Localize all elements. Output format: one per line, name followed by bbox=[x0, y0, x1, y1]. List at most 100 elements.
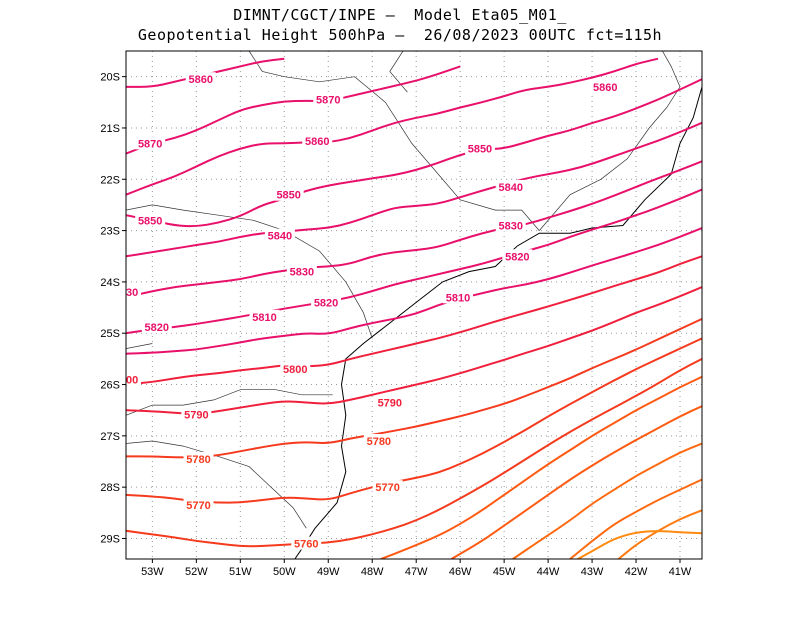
contour-5740 bbox=[450, 405, 702, 559]
y-tick-label: 22S bbox=[100, 174, 120, 186]
contour-label: 5810 bbox=[252, 312, 276, 324]
coastline bbox=[126, 51, 702, 559]
contour-5720 bbox=[569, 478, 702, 559]
contour-5820 bbox=[126, 188, 702, 335]
contour-5730 bbox=[512, 442, 702, 559]
contour-5790 bbox=[126, 286, 702, 415]
contour-label: 5820 bbox=[505, 251, 529, 263]
contour-label-bg bbox=[311, 295, 342, 309]
contour-label-bg bbox=[495, 179, 526, 193]
x-tick-label: 49W bbox=[317, 566, 340, 578]
contour-5830 bbox=[126, 160, 702, 299]
x-tick-label: 45W bbox=[493, 566, 516, 578]
title-line-1: DIMNT/CGCT/INPE — Model Eta05_M01_ bbox=[233, 6, 567, 24]
x-tick-label: 52W bbox=[185, 566, 208, 578]
contour-5810 bbox=[126, 227, 702, 355]
contour-label-bg bbox=[273, 187, 304, 201]
x-tick-label: 42W bbox=[625, 566, 648, 578]
contour-label: 5860 bbox=[305, 136, 329, 148]
contour-label: 5830 bbox=[114, 287, 138, 299]
contour-label: 5810 bbox=[446, 292, 470, 304]
contour-label-bg bbox=[183, 451, 214, 465]
y-tick-label: 25S bbox=[100, 328, 120, 340]
contour-label: 5830 bbox=[290, 267, 314, 279]
contour-label: 5830 bbox=[498, 220, 522, 232]
contour-labels: 5860 5870 5860 5860 5870 5850 5850 5840 5850 5830… bbox=[114, 72, 621, 551]
contour-5850 bbox=[126, 78, 702, 228]
contour-label: 5840 bbox=[268, 231, 292, 243]
contour-label-bg bbox=[495, 218, 526, 232]
state-border-path bbox=[248, 51, 540, 231]
y-tick-label: 28S bbox=[100, 482, 120, 494]
contour-5800 bbox=[126, 255, 702, 386]
y-tick-label: 21S bbox=[100, 123, 120, 135]
x-tick-label: 43W bbox=[581, 566, 604, 578]
contour-label: 5870 bbox=[316, 95, 340, 107]
axis-ticks: 53W 52W 51W 50W 49W 48W 47W 46W 45W 44W 43W 42W 41W 2… bbox=[100, 72, 692, 578]
contour-5870 bbox=[126, 65, 461, 155]
contour-5750 bbox=[380, 375, 702, 559]
contour-5780 bbox=[126, 317, 702, 459]
contour-label-bg bbox=[313, 92, 344, 106]
contour-label: 5770 bbox=[186, 500, 210, 512]
contour-5770 bbox=[126, 337, 702, 504]
x-tick-label: 50W bbox=[273, 566, 296, 578]
contour-5840 bbox=[126, 121, 702, 258]
contour-label-bg bbox=[372, 480, 403, 494]
y-tick-label: 20S bbox=[100, 72, 120, 84]
contour-label-bg bbox=[135, 136, 166, 150]
contour-label-bg bbox=[185, 72, 216, 86]
title-line-2: Geopotential Height 500hPa — 26/08/2023 … bbox=[137, 26, 663, 44]
contour-label-bg bbox=[141, 320, 172, 334]
contour-label: 5850 bbox=[276, 190, 300, 202]
contour-label: 5840 bbox=[498, 182, 522, 194]
contour-label-bg bbox=[291, 536, 322, 550]
contour-5710 bbox=[617, 509, 702, 559]
x-tick-label: 46W bbox=[449, 566, 472, 578]
y-tick-label: 29S bbox=[100, 533, 120, 545]
contour-label: 5800 bbox=[283, 364, 307, 376]
contour-label-bg bbox=[126, 285, 141, 299]
contour-label-bg bbox=[464, 141, 495, 155]
contour-label: 5800 bbox=[114, 374, 138, 386]
contour-label-bg bbox=[249, 309, 280, 323]
contour-label: 5870 bbox=[138, 138, 162, 150]
contour-label: 5780 bbox=[186, 454, 210, 466]
contour-5760 bbox=[126, 358, 702, 548]
contour-lines bbox=[126, 57, 702, 559]
contour-label-bg bbox=[374, 395, 405, 409]
x-tick-label: 48W bbox=[361, 566, 384, 578]
contour-label: 5790 bbox=[184, 409, 208, 421]
contour-label: 5770 bbox=[375, 482, 399, 494]
contour-label-bg bbox=[280, 362, 311, 376]
contour-label-bg bbox=[264, 228, 295, 242]
y-tick-label: 26S bbox=[100, 380, 120, 392]
coastline-path bbox=[294, 86, 702, 559]
state-border-path bbox=[126, 440, 307, 529]
x-tick-label: 53W bbox=[141, 566, 164, 578]
state-border-path bbox=[126, 343, 153, 349]
state-border-path bbox=[126, 389, 333, 416]
contour-label: 5860 bbox=[593, 82, 617, 94]
contour-label-bg bbox=[183, 498, 214, 512]
state-border-path bbox=[389, 51, 408, 93]
y-tick-label: 27S bbox=[100, 431, 120, 443]
contour-5860 bbox=[126, 57, 659, 196]
x-tick-label: 47W bbox=[405, 566, 428, 578]
contour-label: 5790 bbox=[378, 397, 402, 409]
contour-label: 5760 bbox=[294, 539, 318, 551]
contour-label-bg bbox=[502, 249, 533, 263]
contour-label: 5860 bbox=[189, 74, 213, 86]
gridlines bbox=[126, 51, 702, 559]
state-border-path bbox=[539, 51, 681, 231]
contour-label-bg bbox=[302, 133, 333, 147]
y-tick-label: 23S bbox=[100, 226, 120, 238]
contour-label-bg bbox=[363, 433, 394, 447]
contour-label: 5850 bbox=[468, 143, 492, 155]
contour-label-bg bbox=[442, 290, 473, 304]
state-border-path bbox=[126, 204, 373, 339]
contour-label-bg bbox=[126, 372, 141, 386]
x-tick-label: 51W bbox=[229, 566, 252, 578]
x-tick-label: 41W bbox=[669, 566, 692, 578]
